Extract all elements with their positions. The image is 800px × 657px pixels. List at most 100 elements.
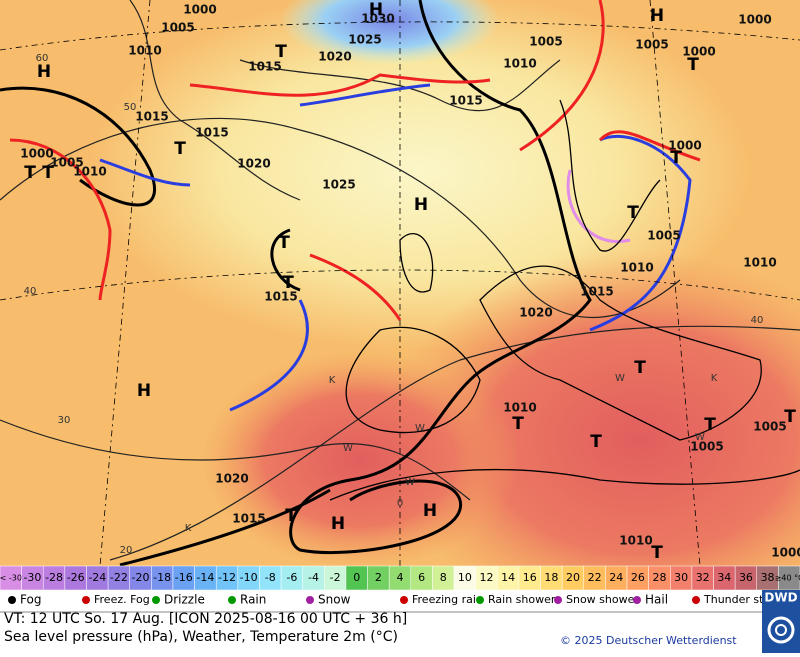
isobar-label: 1005 <box>690 440 723 454</box>
isobar-label: 1030 <box>361 12 394 26</box>
isobar-label: 1020 <box>215 472 248 486</box>
footer-background <box>0 590 800 653</box>
isobar-label: 1000 <box>738 13 771 27</box>
hot-zone <box>380 250 800 630</box>
isobars <box>0 0 800 561</box>
grid-label: 60 <box>36 53 49 64</box>
scale-label: -4 <box>308 571 319 584</box>
hot-zone <box>200 350 520 570</box>
isobar-label: 1005 <box>753 420 786 434</box>
grid-label: 40 <box>751 315 764 326</box>
fronts <box>9 0 701 412</box>
scale-label: < -30 <box>0 574 22 583</box>
grid-label: K <box>711 373 718 384</box>
legend-label: Drizzle <box>164 593 205 607</box>
isobar-label: 1015 <box>449 94 482 108</box>
isobar-label: 1005 <box>161 21 194 35</box>
scale-label: -28 <box>45 571 63 584</box>
scale-label: -22 <box>110 571 128 584</box>
pressure-center: T <box>627 203 639 223</box>
pressure-center: T <box>174 139 186 159</box>
dwd-logo-text: DWD <box>764 591 797 605</box>
scale-label: 10 <box>458 571 472 584</box>
legend-icon <box>152 596 160 604</box>
legend-label: Rain <box>240 593 266 607</box>
scale-label: 28 <box>652 571 666 584</box>
legend-icon <box>476 596 484 604</box>
pressure-center: T <box>634 358 646 378</box>
scale-label: -16 <box>175 571 193 584</box>
map-labels: 1000100510101015102010251030HTH101510151… <box>20 0 800 563</box>
scale-label: -12 <box>218 571 236 584</box>
pressure-center: T <box>784 407 796 427</box>
grid-label: 50 <box>124 102 137 113</box>
scale-label: 26 <box>631 571 645 584</box>
grid-label: K <box>329 375 336 386</box>
scale-label: -20 <box>132 571 150 584</box>
grid-label: W <box>415 423 425 434</box>
legend-label: Rain shower <box>488 593 556 606</box>
logo-swirl <box>775 624 787 636</box>
isobar-label: 1025 <box>348 33 381 47</box>
scale-label: 30 <box>674 571 688 584</box>
scale-label: 14 <box>501 571 515 584</box>
scale-label: 36 <box>739 571 753 584</box>
scale-label: -6 <box>286 571 297 584</box>
scale-label: 12 <box>479 571 493 584</box>
pressure-center: T <box>278 233 290 253</box>
scale-label: -24 <box>88 571 106 584</box>
scale-label: 38 <box>761 571 775 584</box>
scale-label: -8 <box>265 571 276 584</box>
grid-label: 0 <box>397 498 403 509</box>
legend-label: Snow shower <box>566 593 639 606</box>
legend-label: Hail <box>645 593 668 607</box>
scale-label: 22 <box>588 571 602 584</box>
pressure-center: T <box>670 148 682 168</box>
valid-time: VT: 12 UTC So. 17 Aug. [ICON 2025-08-16 … <box>4 611 407 627</box>
scale-label: ≥40 °C <box>775 574 800 583</box>
description: Sea level pressure (hPa), Weather, Tempe… <box>4 629 398 645</box>
logo-swirl <box>767 616 795 644</box>
isobar-label: 1000 <box>20 147 53 161</box>
isobar-label: 1010 <box>619 534 652 548</box>
pressure-center: H <box>37 62 51 82</box>
scale-label: 18 <box>544 571 558 584</box>
grid-label: W <box>405 477 415 488</box>
isobar-label: 1015 <box>248 60 281 74</box>
isobar-label: 1000 <box>771 546 800 560</box>
legend-label: Snow <box>318 593 351 607</box>
isobar-label: 1000 <box>682 45 715 59</box>
grid-label: 40 <box>24 286 37 297</box>
pressure-center: T <box>282 273 294 293</box>
scale-label: 2 <box>375 571 382 584</box>
scale-label: 6 <box>418 571 425 584</box>
scale-label: 20 <box>566 571 580 584</box>
legend-label: Fog <box>20 593 41 607</box>
scale-label: 24 <box>609 571 623 584</box>
isobar-label: 1000 <box>183 3 216 17</box>
main-isobars <box>0 0 592 567</box>
isobar-label: 1010 <box>743 256 776 270</box>
grid-label: W <box>343 443 353 454</box>
isobar-label: 1005 <box>647 229 680 243</box>
grid-label: W <box>695 432 705 443</box>
isobar-label: 1010 <box>128 44 161 58</box>
legend-icon <box>400 596 408 604</box>
pressure-center: H <box>137 381 151 401</box>
grid-label: K <box>185 523 192 534</box>
pressure-center: T <box>651 543 663 563</box>
pressure-center: H <box>331 514 345 534</box>
scale-label: 4 <box>397 571 404 584</box>
pressure-center: T <box>285 506 297 526</box>
isobar-label: 1010 <box>503 401 536 415</box>
graticule <box>0 0 800 567</box>
legend-icon <box>554 596 562 604</box>
legend-label: Freez. Fog <box>94 593 150 606</box>
isobar-label: 1015 <box>135 110 168 124</box>
pressure-center: T <box>275 42 287 62</box>
grid-label: 30 <box>58 415 71 426</box>
pressure-center: T <box>24 163 36 183</box>
pressure-center: T <box>42 163 54 183</box>
legend-icon <box>306 596 314 604</box>
